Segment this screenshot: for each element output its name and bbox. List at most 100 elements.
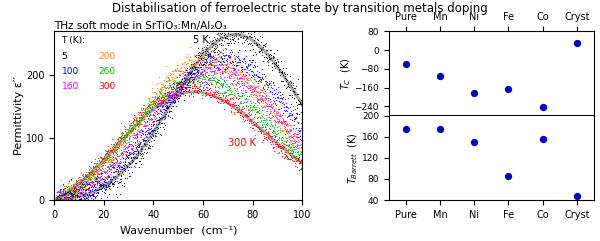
Point [163, 76, 173, 80]
Point [94, 172, 104, 175]
Point [149, 91, 158, 94]
Point [272, 109, 281, 113]
Point [199, 45, 209, 49]
Point [91, 169, 100, 173]
Point [280, 132, 289, 135]
Point [175, 80, 185, 84]
Point [216, 75, 226, 79]
Point [128, 120, 137, 124]
Point [232, 54, 241, 58]
Point [209, 92, 219, 96]
Point [68, 181, 78, 185]
Point [212, 95, 222, 99]
Point [242, 54, 251, 58]
Point [223, 65, 232, 69]
Point [271, 144, 281, 148]
Point [57, 198, 67, 202]
Point [290, 144, 300, 147]
Point [186, 75, 196, 79]
Point [78, 190, 88, 194]
Point [128, 135, 138, 139]
Point [287, 138, 296, 142]
Point [287, 155, 296, 159]
Point [285, 88, 295, 92]
Point [226, 82, 235, 86]
Point [236, 35, 246, 39]
Point [206, 54, 215, 58]
Point [259, 87, 269, 91]
Point [124, 135, 134, 139]
Point [197, 69, 207, 73]
Point [131, 136, 141, 140]
Point [284, 80, 294, 84]
Point [65, 190, 74, 194]
Point [139, 103, 148, 107]
Point [296, 142, 306, 146]
Point [102, 181, 112, 185]
Point [101, 157, 110, 161]
Point [292, 111, 302, 115]
Point [288, 132, 298, 136]
Point [167, 104, 176, 108]
Point [235, 75, 244, 79]
Point [124, 129, 134, 133]
Point [91, 175, 100, 179]
Point [85, 189, 95, 193]
Point [232, 81, 241, 85]
Point [291, 159, 301, 163]
Point [83, 186, 93, 189]
Point [52, 194, 62, 198]
Point [71, 182, 81, 186]
Point [128, 152, 137, 156]
Point [296, 98, 305, 102]
Point [133, 121, 143, 125]
Point [175, 94, 184, 98]
Point [280, 72, 289, 76]
Point [290, 155, 299, 159]
Point [125, 137, 134, 141]
Point [241, 79, 250, 83]
Point [135, 122, 145, 126]
Point [80, 179, 90, 183]
Point [173, 83, 182, 87]
Point [176, 91, 186, 95]
Point [123, 140, 133, 144]
Point [226, 103, 235, 107]
Point [109, 175, 118, 179]
Point [178, 85, 187, 88]
Point [211, 80, 220, 84]
Point [244, 63, 253, 67]
Point [149, 100, 159, 104]
Point [80, 177, 89, 181]
Point [92, 179, 101, 182]
Point [259, 132, 269, 136]
Point [118, 156, 128, 160]
Point [272, 63, 281, 67]
Point [125, 150, 134, 154]
Point [102, 156, 112, 160]
Point [268, 114, 278, 118]
Point [203, 77, 213, 81]
Point [173, 97, 182, 101]
Point [201, 91, 211, 94]
Point [216, 54, 226, 58]
Point [186, 63, 196, 67]
Point [247, 58, 257, 62]
Point [173, 90, 183, 94]
Point [293, 152, 302, 155]
Point [62, 195, 71, 199]
Point [84, 176, 94, 180]
Point [74, 195, 84, 199]
Point [248, 66, 257, 69]
Point [238, 66, 247, 69]
Point [196, 65, 205, 69]
Point [244, 68, 253, 72]
Point [211, 68, 220, 72]
Point [146, 134, 155, 138]
Point [62, 196, 71, 200]
Point [67, 198, 77, 201]
Point [218, 98, 227, 102]
Point [227, 90, 236, 94]
Point [281, 143, 290, 147]
Point [158, 98, 167, 101]
